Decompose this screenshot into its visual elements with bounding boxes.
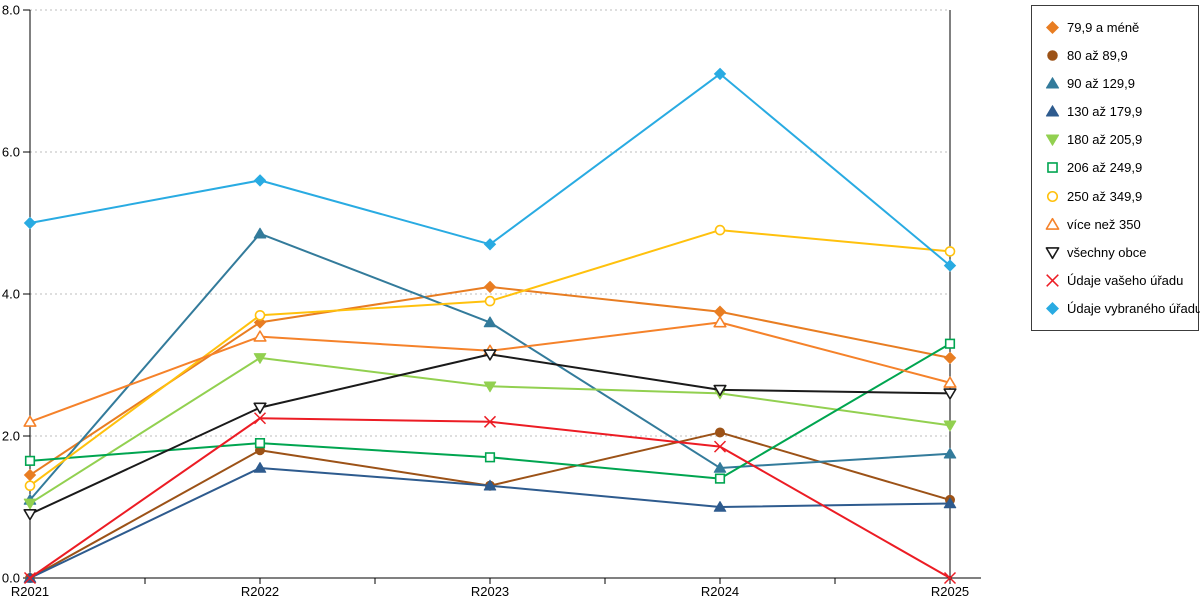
y-tick-label: 2.0 <box>2 429 20 444</box>
legend-item: 206 až 249,9 <box>1045 160 1194 175</box>
legend-item: více než 350 <box>1045 217 1194 232</box>
legend-item-label: 250 až 349,9 <box>1067 188 1143 204</box>
series-triangle-up <box>23 316 957 427</box>
circle-legend-icon <box>1047 49 1058 61</box>
legend-item: 79,9 a méně <box>1045 20 1194 35</box>
series-x <box>23 412 957 585</box>
legend-item-label: 90 až 129,9 <box>1067 75 1135 91</box>
legend-item-label: 130 až 179,9 <box>1067 104 1143 120</box>
circle-legend-icon <box>1046 190 1059 202</box>
y-tick-label: 6.0 <box>2 145 20 160</box>
legend-item-label: Údaje vybraného úřadu <box>1067 301 1200 317</box>
triangle-up-legend-icon <box>1045 77 1060 89</box>
chart-legend: 79,9 a méně 80 až 89,9 90 až 129,9 130 až 1… <box>1031 5 1200 331</box>
square-legend-icon <box>1047 162 1058 174</box>
x-axis-ticks: R2021 R2022 R2023 R2024 R2025 <box>11 578 969 599</box>
legend-item-label: 180 až 205,9 <box>1067 132 1143 148</box>
x-tick-label: R2025 <box>931 584 969 599</box>
x-tick-label: R2024 <box>701 584 739 599</box>
series-triangle-down <box>23 349 957 521</box>
gridlines <box>30 9 950 437</box>
y-tick-label: 0.0 <box>2 571 20 586</box>
x-tick-label: R2021 <box>11 584 49 599</box>
legend-item: 130 až 179,9 <box>1045 104 1194 119</box>
legend-item-label: 80 až 89,9 <box>1067 47 1128 63</box>
series-diamond <box>23 67 957 272</box>
y-tick-label: 4.0 <box>2 287 20 302</box>
series-square <box>24 338 956 484</box>
legend-item-label: Údaje vašeho úřadu <box>1067 273 1184 289</box>
series-line <box>29 285 951 476</box>
legend-item-label: více než 350 <box>1067 216 1141 232</box>
diamond-legend-icon <box>1045 302 1060 316</box>
y-tick-label: 8.0 <box>2 3 20 18</box>
legend-item: všechny obce <box>1045 245 1194 260</box>
series-triangle-up <box>23 461 957 583</box>
triangle-up-legend-icon <box>1045 217 1060 230</box>
y-axis-ticks: 0.0 2.0 4.0 6.0 8.0 <box>2 3 30 586</box>
legend-item-label: 79,9 a méně <box>1067 19 1140 35</box>
legend-item: Údaje vašeho úřadu <box>1045 273 1194 288</box>
x-tick-label: R2022 <box>241 584 279 599</box>
series-triangle-up <box>23 227 957 505</box>
series-line <box>29 417 951 579</box>
triangle-down-legend-icon <box>1045 247 1060 260</box>
series-line <box>29 72 951 267</box>
legend-item: 90 až 129,9 <box>1045 76 1194 91</box>
triangle-up-legend-icon <box>1045 105 1060 117</box>
legend-item: 250 až 349,9 <box>1045 189 1194 204</box>
legend-item-label: 206 až 249,9 <box>1067 160 1143 176</box>
series-group <box>23 67 957 585</box>
triangle-down-legend-icon <box>1045 134 1060 147</box>
legend-item-label: všechny obce <box>1067 244 1147 260</box>
diamond-legend-icon <box>1045 20 1060 34</box>
legend-item: 80 až 89,9 <box>1045 48 1194 63</box>
x-legend-icon <box>1046 274 1059 287</box>
series-circle <box>24 224 956 492</box>
legend-item: 180 až 205,9 <box>1045 132 1194 147</box>
legend-item: Údaje vybraného úřadu <box>1045 301 1200 316</box>
x-tick-label: R2023 <box>471 584 509 599</box>
